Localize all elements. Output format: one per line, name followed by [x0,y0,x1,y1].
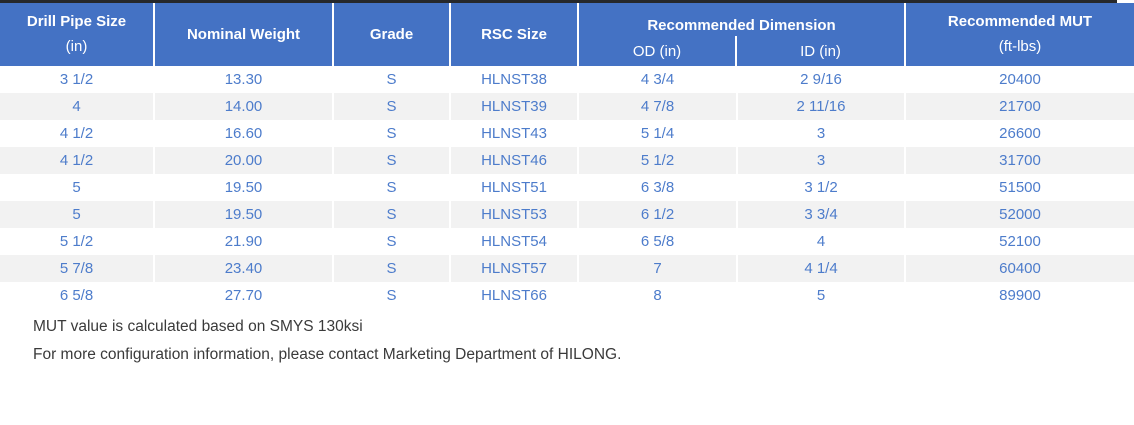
table-cell: 8 [579,282,738,309]
table-cell: 4 [0,93,155,120]
table-cell: S [334,93,451,120]
header-cell-od: OD (in) [579,36,738,66]
table-cell: 52000 [906,201,1134,228]
table-row: 4 14.00 S HLNST39 4 7/8 2 11/16 21700 [0,93,1134,120]
table-cell: 20400 [906,66,1134,93]
table-cell: 23.40 [155,255,334,282]
table-row: 5 19.50 S HLNST51 6 3/8 3 1/2 51500 [0,174,1134,201]
top-border-line [0,0,1117,3]
header-label: Recommended MUT [947,13,1093,30]
table-cell: 4 1/2 [0,120,155,147]
header-cell-nominal-weight: Nominal Weight [155,3,334,66]
table-cell: 4 7/8 [579,93,738,120]
table-row: 5 19.50 S HLNST53 6 1/2 3 3/4 52000 [0,201,1134,228]
table-cell: 6 5/8 [579,228,738,255]
table-cell: 3 1/2 [738,174,906,201]
table-cell: HLNST43 [451,120,579,147]
drill-pipe-spec-table: Drill Pipe Size (in) Nominal Weight Grad… [0,3,1134,309]
table-cell: 16.60 [155,120,334,147]
table-cell: 5 [738,282,906,309]
table-cell: 4 1/4 [738,255,906,282]
table-cell: S [334,228,451,255]
table-cell: HLNST51 [451,174,579,201]
table-cell: 5 [0,201,155,228]
table-cell: 5 1/2 [579,147,738,174]
table-cell: 6 1/2 [579,201,738,228]
header-cell-recommended-mut: Recommended MUT (ft-lbs) [906,3,1134,66]
table-row: 5 1/2 21.90 S HLNST54 6 5/8 4 52100 [0,228,1134,255]
table-cell: 20.00 [155,147,334,174]
table-cell: S [334,147,451,174]
table-cell: 26600 [906,120,1134,147]
table-cell: HLNST53 [451,201,579,228]
table-cell: 19.50 [155,201,334,228]
table-cell: 21.90 [155,228,334,255]
table-cell: S [334,120,451,147]
table-cell: 4 3/4 [579,66,738,93]
table-row: 5 7/8 23.40 S HLNST57 7 4 1/4 60400 [0,255,1134,282]
note-line-2: For more configuration information, plea… [33,346,622,363]
header-group-label: Recommended Dimension [647,17,836,34]
table-cell: 14.00 [155,93,334,120]
table-row: 4 1/2 20.00 S HLNST46 5 1/2 3 31700 [0,147,1134,174]
table-cell: S [334,255,451,282]
table-cell: 5 7/8 [0,255,155,282]
table-row: 6 5/8 27.70 S HLNST66 8 5 89900 [0,282,1134,309]
table-cell: 3 [738,120,906,147]
table-cell: 2 9/16 [738,66,906,93]
table-cell: 6 5/8 [0,282,155,309]
table-cell: HLNST66 [451,282,579,309]
table-cell: 6 3/8 [579,174,738,201]
table-cell: HLNST39 [451,93,579,120]
header-unit: (in) [65,38,88,55]
table-cell: 7 [579,255,738,282]
table-cell: 89900 [906,282,1134,309]
table-cell: S [334,201,451,228]
table-cell: 2 11/16 [738,93,906,120]
table-cell: 60400 [906,255,1134,282]
header-unit: (ft-lbs) [998,38,1042,55]
header-subrow: OD (in) ID (in) [579,36,904,66]
table-cell: 4 1/2 [0,147,155,174]
table-cell: 3 1/2 [0,66,155,93]
table-cell: 21700 [906,93,1134,120]
header-cell-drill-pipe-size: Drill Pipe Size (in) [0,3,155,66]
table-cell: S [334,174,451,201]
table-cell: 27.70 [155,282,334,309]
table-body: 3 1/2 13.30 S HLNST38 4 3/4 2 9/16 20400 4 14.00… [0,66,1134,309]
footnotes: MUT value is calculated based on SMYS 13… [33,313,621,369]
header-cell-grade: Grade [334,3,451,66]
table-cell: 5 1/2 [0,228,155,255]
table-cell: 51500 [906,174,1134,201]
table-cell: 52100 [906,228,1134,255]
table-cell: 19.50 [155,174,334,201]
table-cell: S [334,66,451,93]
table-cell: 5 1/4 [579,120,738,147]
table-row: 3 1/2 13.30 S HLNST38 4 3/4 2 9/16 20400 [0,66,1134,93]
table-cell: HLNST54 [451,228,579,255]
table-cell: 13.30 [155,66,334,93]
table-cell: HLNST46 [451,147,579,174]
table-cell: 31700 [906,147,1134,174]
table-row: 4 1/2 16.60 S HLNST43 5 1/4 3 26600 [0,120,1134,147]
header-cell-rsc-size: RSC Size [451,3,579,66]
note-line-1: MUT value is calculated based on SMYS 13… [33,318,363,335]
header-label: Drill Pipe Size [26,13,127,30]
table-cell: HLNST57 [451,255,579,282]
table-cell: 4 [738,228,906,255]
header-group-recommended-dimension: Recommended Dimension OD (in) ID (in) [579,3,906,66]
table-cell: S [334,282,451,309]
header-cell-id: ID (in) [800,42,841,60]
table-cell: 3 3/4 [738,201,906,228]
table-cell: HLNST38 [451,66,579,93]
table-cell: 3 [738,147,906,174]
table-cell: 5 [0,174,155,201]
table-header: Drill Pipe Size (in) Nominal Weight Grad… [0,3,1134,66]
